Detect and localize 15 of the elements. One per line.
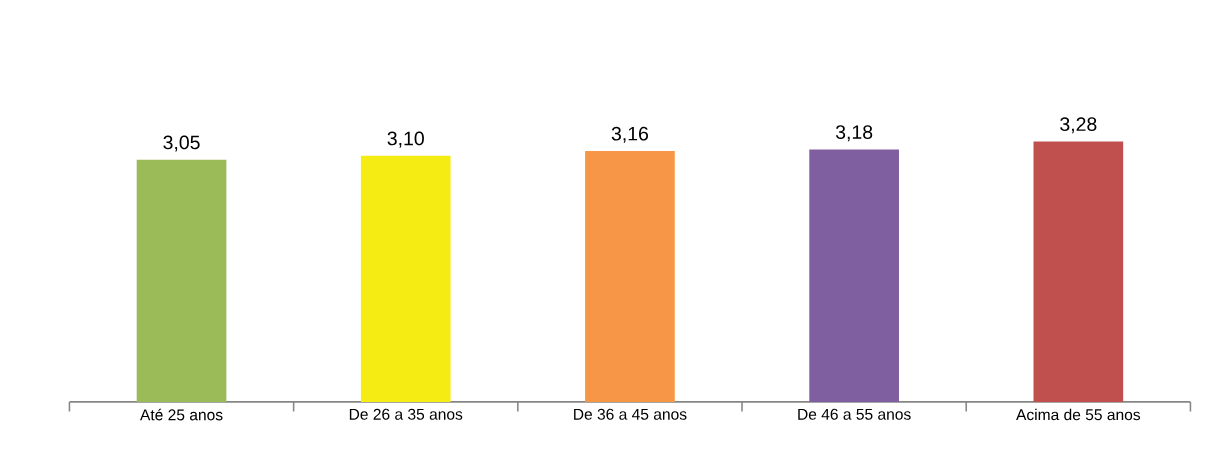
x-tick-label: De 36 a 45 anos	[574, 408, 687, 421]
x-tick-label: De 26 a 35 anos	[349, 408, 463, 421]
data-label: 3,28	[1060, 117, 1097, 134]
data-label: 3,10	[387, 131, 424, 148]
bar	[136, 159, 227, 403]
bar	[360, 156, 451, 403]
x-tick-label: Acima de 55 anos	[1016, 408, 1141, 421]
bar	[809, 149, 899, 403]
data-label: 3,16	[611, 127, 649, 144]
bar	[585, 151, 675, 403]
x-tick-label: De 46 a 55 anos	[798, 408, 911, 421]
bar	[1033, 141, 1124, 403]
x-tick-label: Até 25 anos	[140, 408, 223, 421]
data-label: 3,05	[163, 135, 200, 152]
data-label: 3,18	[835, 125, 873, 142]
